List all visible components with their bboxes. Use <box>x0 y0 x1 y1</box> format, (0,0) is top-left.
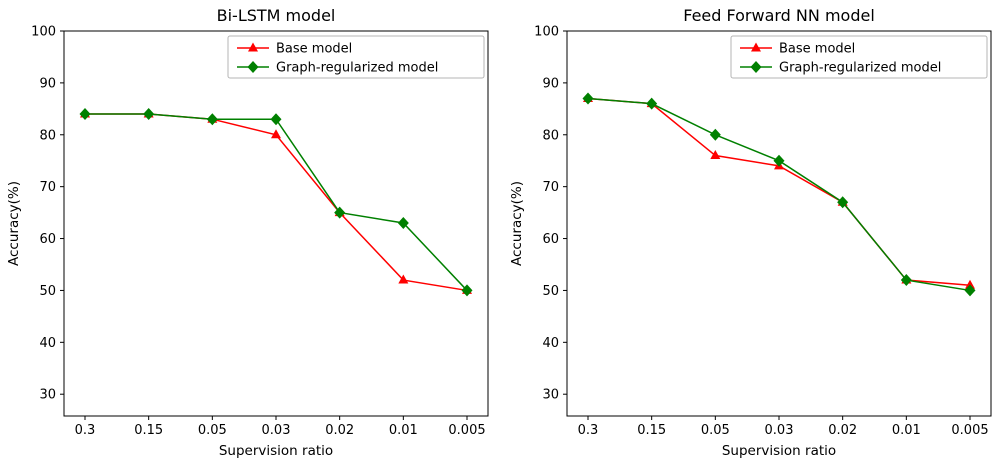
x-tick-label: 0.03 <box>765 423 794 438</box>
y-tick-label: 40 <box>39 336 56 351</box>
x-tick-label: 0.3 <box>578 423 599 438</box>
legend-label: Graph-regularized model <box>276 61 438 76</box>
y-tick-label: 30 <box>39 388 56 403</box>
feed-forward-nn-plot: Feed Forward NN model 30 40 50 60 70 80 90 100 0.… <box>509 6 992 459</box>
diamond-marker <box>582 92 594 105</box>
y-axis-label: Accuracy(%) <box>509 181 525 266</box>
series-graph-regularized-model <box>582 92 976 297</box>
axes-frame <box>63 30 489 417</box>
x-tick-label: 0.05 <box>198 423 227 438</box>
diamond-marker <box>397 216 409 229</box>
diamond-marker <box>773 154 785 167</box>
x-tick-label: 0.005 <box>951 423 988 438</box>
chart-title: Feed Forward NN model <box>683 6 875 25</box>
x-tick-label: 0.15 <box>637 423 666 438</box>
series-line <box>587 97 971 292</box>
legend-label: Graph-regularized model <box>779 61 941 76</box>
diamond-marker <box>206 113 218 126</box>
x-tick-label: 0.01 <box>389 423 418 438</box>
chart-bi-lstm: Bi-LSTM model 30 40 50 60 70 80 90 100 0.3 0.15 0.0… <box>6 6 489 459</box>
y-tick-label: 40 <box>542 336 559 351</box>
diamond-marker <box>646 97 658 110</box>
x-tick-label: 0.15 <box>134 423 163 438</box>
y-tick-label: 60 <box>542 232 559 247</box>
y-tick-label: 80 <box>39 128 56 143</box>
chart-feed-forward-nn: Feed Forward NN model 30 40 50 60 70 80 90 100 0.… <box>503 0 1006 470</box>
series-graph-regularized-model <box>79 108 473 297</box>
triangle-marker <box>398 274 409 284</box>
chart-title: Bi-LSTM model <box>217 6 336 25</box>
triangle-marker <box>751 42 761 52</box>
x-tick-label: 0.03 <box>262 423 291 438</box>
series-line <box>587 97 971 286</box>
triangle-marker <box>248 42 258 52</box>
axes-frame <box>566 30 992 417</box>
x-tick-label: 0.3 <box>75 423 96 438</box>
y-tick-label: 70 <box>39 180 56 195</box>
x-tick-label: 0.01 <box>892 423 921 438</box>
triangle-marker <box>965 279 975 289</box>
legend-label: Base model <box>276 42 352 57</box>
x-tick-label: 0.05 <box>701 423 730 438</box>
series-line <box>85 113 468 291</box>
legend: Base model Graph-regularized model <box>227 35 485 79</box>
diamond-marker <box>270 113 282 126</box>
diamond-marker <box>247 61 259 73</box>
series-base-model <box>583 92 975 289</box>
y-tick-label: 60 <box>39 232 56 247</box>
x-tick-label: 0.02 <box>325 423 354 438</box>
x-tick-label: 0.02 <box>828 423 857 438</box>
triangle-marker <box>271 129 281 139</box>
diamond-marker <box>709 128 721 141</box>
x-axis-label: Supervision ratio <box>722 443 836 459</box>
diamond-marker <box>964 284 976 297</box>
triangle-marker <box>710 150 721 160</box>
y-tick-label: 90 <box>542 76 559 91</box>
y-axis-label: Accuracy(%) <box>6 181 22 266</box>
diamond-marker <box>750 61 762 73</box>
y-tick-label: 100 <box>534 25 559 40</box>
legend-label: Base model <box>779 42 855 57</box>
y-tick-label: 50 <box>39 284 56 299</box>
diamond-marker <box>143 108 155 121</box>
x-tick-label: 0.005 <box>448 423 485 438</box>
y-tick-label: 70 <box>542 180 559 195</box>
y-tick-label: 50 <box>542 284 559 299</box>
diamond-marker <box>837 196 849 209</box>
y-tick-label: 100 <box>31 25 56 40</box>
y-tick-label: 80 <box>542 128 559 143</box>
legend-box <box>227 35 485 79</box>
x-axis-label: Supervision ratio <box>219 443 333 459</box>
y-tick-label: 30 <box>542 388 559 403</box>
bi-lstm-plot: Bi-LSTM model 30 40 50 60 70 80 90 100 0.3 0.15 0.0… <box>6 6 489 459</box>
diamond-marker <box>334 206 346 219</box>
diamond-marker <box>461 284 473 297</box>
y-tick-label: 90 <box>39 76 56 91</box>
diamond-marker <box>79 108 91 121</box>
legend-box <box>730 35 988 79</box>
series-base-model <box>80 108 472 294</box>
series-line <box>85 113 468 292</box>
diamond-marker <box>900 274 912 287</box>
legend: Base model Graph-regularized model <box>730 35 988 79</box>
